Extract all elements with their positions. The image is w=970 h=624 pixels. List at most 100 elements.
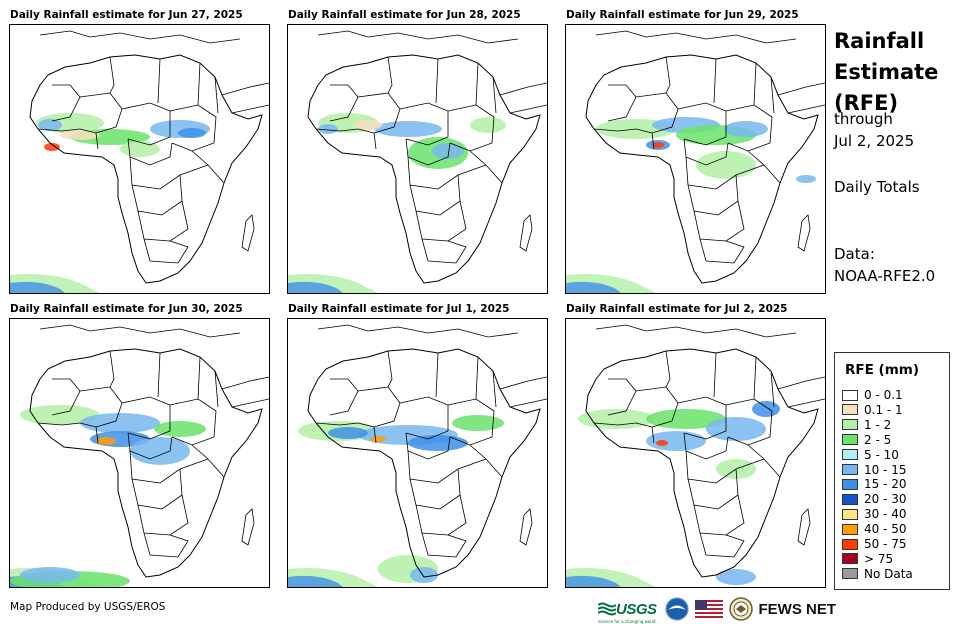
ocean-rain-band	[288, 281, 343, 293]
rainfall-area	[410, 567, 438, 583]
panel-6-title: Daily Rainfall estimate for Jul 2, 2025	[566, 303, 788, 315]
country-border	[687, 468, 739, 510]
legend-item: 20 - 30	[842, 492, 907, 506]
country-border	[699, 238, 745, 264]
europe-coastline	[39, 30, 241, 44]
legend-item: 1 - 2	[842, 418, 891, 432]
country-border	[169, 104, 217, 152]
rainfall-area	[578, 409, 654, 429]
country-border	[131, 468, 183, 510]
country-border	[687, 174, 739, 216]
map-panel-1	[9, 24, 270, 294]
sidebar-title: Rainfall Estimate (RFE)	[834, 26, 938, 119]
africa-coastline	[585, 54, 819, 284]
country-border	[635, 92, 679, 134]
country-border	[357, 92, 401, 134]
totals-label: Daily Totals	[834, 178, 920, 196]
legend-swatch	[842, 464, 858, 475]
country-border	[593, 422, 637, 426]
footer-credit: Map Produced by USGS/EROS	[10, 601, 166, 613]
panel-5-title: Daily Rainfall estimate for Jul 1, 2025	[288, 303, 510, 315]
ocean-rain-band	[566, 281, 621, 293]
rainfall-area	[130, 437, 190, 465]
country-border	[475, 356, 479, 400]
legend-label: 0 - 0.1	[864, 388, 903, 402]
legend-swatch	[842, 404, 858, 416]
rainfall-area	[44, 143, 60, 151]
country-border	[677, 102, 727, 146]
country-border	[129, 450, 209, 484]
map-panel-6	[565, 318, 826, 588]
title-line-1: Rainfall	[834, 29, 925, 53]
legend-swatch	[842, 449, 858, 461]
rainfall-area	[432, 143, 464, 159]
europe-coastline	[317, 30, 519, 44]
rainfall-area	[706, 417, 766, 441]
country-border	[492, 370, 497, 408]
legend-item: 0 - 0.1	[842, 388, 903, 402]
country-border	[315, 422, 359, 426]
country-border	[79, 386, 123, 428]
country-border	[399, 396, 449, 440]
country-border	[753, 62, 757, 106]
country-border	[665, 56, 671, 94]
noaa-logo-icon	[665, 597, 689, 621]
country-border	[685, 156, 765, 190]
country-border	[373, 132, 377, 150]
legend-swatch	[842, 419, 858, 431]
country-border	[191, 444, 225, 478]
country-border	[197, 356, 201, 400]
ocean-rain-band	[10, 281, 65, 293]
map-panel-2	[287, 24, 548, 294]
country-border	[129, 156, 209, 190]
country-border	[399, 102, 449, 146]
legend-item: 15 - 20	[842, 477, 907, 491]
country-border	[492, 76, 497, 114]
legend-label: 30 - 40	[864, 507, 907, 522]
legend-label: 10 - 15	[864, 462, 907, 477]
country-border	[37, 422, 81, 426]
legend-label: 15 - 20	[864, 477, 907, 492]
map-canvas	[288, 324, 547, 587]
fews-net-logo: FEWS NET	[758, 600, 837, 618]
country-border	[651, 426, 655, 444]
legend-item: 40 - 50	[842, 522, 907, 536]
country-border	[109, 350, 115, 388]
country-border	[693, 494, 745, 536]
rainfall-area	[38, 119, 62, 131]
rainfall-area	[20, 405, 100, 425]
country-border	[699, 532, 745, 558]
map-panel-4	[9, 318, 270, 588]
rainfall-area	[752, 401, 780, 417]
legend-item: 5 - 10	[842, 448, 899, 462]
country-border	[121, 396, 171, 440]
country-border	[415, 494, 467, 536]
country-border	[214, 76, 219, 114]
through-label: through	[834, 110, 893, 128]
country-border	[409, 174, 461, 216]
legend-item: 2 - 5	[842, 433, 891, 447]
map-panel-5	[287, 318, 548, 588]
rainfall-area	[178, 128, 206, 138]
data-label: Data:	[834, 245, 875, 263]
country-border	[143, 238, 189, 264]
rainfall-area	[328, 427, 368, 439]
country-border	[683, 432, 729, 460]
through-date: Jul 2, 2025	[834, 132, 915, 150]
country-border	[635, 386, 679, 428]
rainfall-area	[374, 121, 442, 137]
legend-label: 20 - 30	[864, 492, 907, 507]
legend-swatch	[842, 493, 858, 505]
usgs-wave-icon	[598, 602, 616, 616]
rainfall-area	[370, 436, 386, 442]
rainfall-area	[96, 437, 116, 445]
rainfall-area	[60, 130, 100, 140]
rainfall-area	[796, 175, 816, 183]
country-border	[421, 238, 467, 264]
rainfall-area	[716, 569, 756, 585]
us-flag-icon	[694, 600, 723, 618]
africa-coastline	[307, 54, 541, 284]
usgs-logo: USGS science for a changing world	[598, 601, 657, 624]
country-border	[407, 450, 487, 484]
country-border	[469, 444, 503, 478]
